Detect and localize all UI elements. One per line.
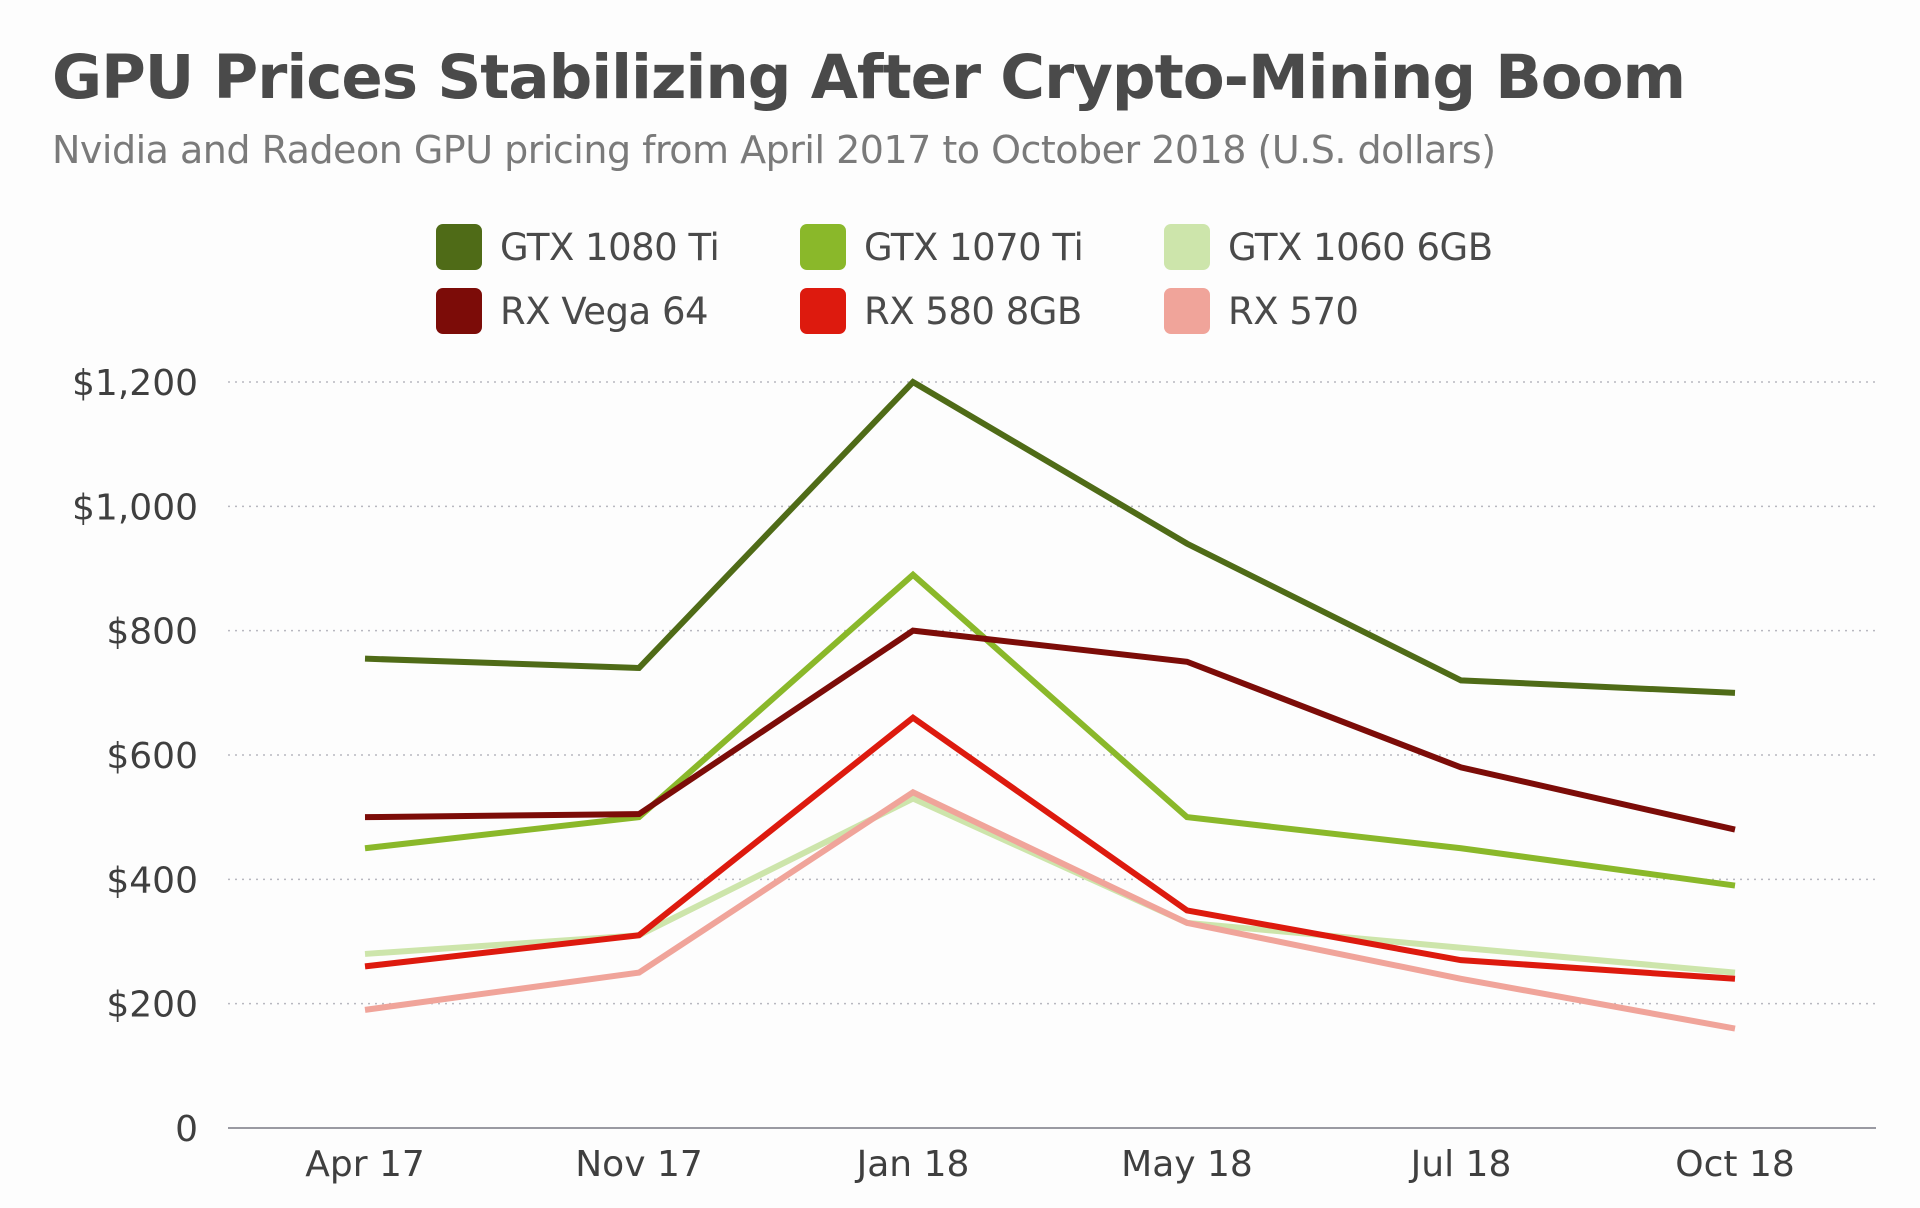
legend-label: RX 580 8GB (864, 289, 1082, 333)
y-tick-label: $1,200 (72, 363, 198, 404)
legend-label: RX Vega 64 (500, 289, 709, 333)
series-lines (364, 378, 1736, 1032)
legend-item-gtx-1060-6gb: GTX 1060 6GB (1164, 222, 1504, 272)
y-tick-label: 0 (175, 1109, 198, 1150)
legend-item-gtx-1070-ti: GTX 1070 Ti (800, 222, 1140, 272)
series-line-gtx-1070-ti (364, 570, 1736, 889)
legend-item-gtx-1080-ti: GTX 1080 Ti (436, 222, 776, 272)
legend-item-rx-570: RX 570 (1164, 286, 1504, 336)
x-tick-label: Nov 17 (575, 1144, 703, 1185)
legend-label: GTX 1080 Ti (500, 225, 720, 269)
series-line-gtx-1080-ti (364, 378, 1736, 696)
gridlines (228, 381, 1876, 1129)
y-tick-label: $1,000 (72, 487, 198, 528)
legend-label: RX 570 (1228, 289, 1359, 333)
y-tick-label: $800 (106, 612, 198, 653)
chart-subtitle: Nvidia and Radeon GPU pricing from April… (52, 128, 1496, 172)
x-tick-label: May 18 (1121, 1144, 1253, 1185)
series-line-rx-580-8gb (364, 713, 1736, 982)
x-tick-label: Jul 18 (1409, 1144, 1512, 1185)
series-line-rx-570 (364, 788, 1736, 1032)
legend-label: GTX 1070 Ti (864, 225, 1084, 269)
legend-item-rx-vega-64: RX Vega 64 (436, 286, 776, 336)
x-tick-label: Apr 17 (305, 1144, 425, 1185)
legend-swatch (1164, 288, 1210, 334)
y-tick-label: $200 (106, 985, 198, 1026)
series-line-rx-vega-64 (364, 627, 1736, 833)
y-tick-label: $400 (106, 860, 198, 901)
legend-swatch (800, 288, 846, 334)
x-tick-label: Oct 18 (1675, 1144, 1795, 1185)
y-axis-ticks: 0 $200 $400 $600 $800 $1,000 $1,200 (72, 363, 198, 1150)
legend-swatch (800, 224, 846, 270)
x-tick-label: Jan 18 (855, 1144, 970, 1185)
legend-swatch (436, 288, 482, 334)
legend-swatch (436, 224, 482, 270)
legend-label: GTX 1060 6GB (1228, 225, 1493, 269)
legend-item-rx-580-8gb: RX 580 8GB (800, 286, 1140, 336)
y-tick-label: $600 (106, 736, 198, 777)
legend-swatch (1164, 224, 1210, 270)
x-axis-ticks: Apr 17 Nov 17 Jan 18 May 18 Jul 18 Oct 18 (305, 1144, 1795, 1185)
chart-title: GPU Prices Stabilizing After Crypto-Mini… (52, 42, 1686, 113)
